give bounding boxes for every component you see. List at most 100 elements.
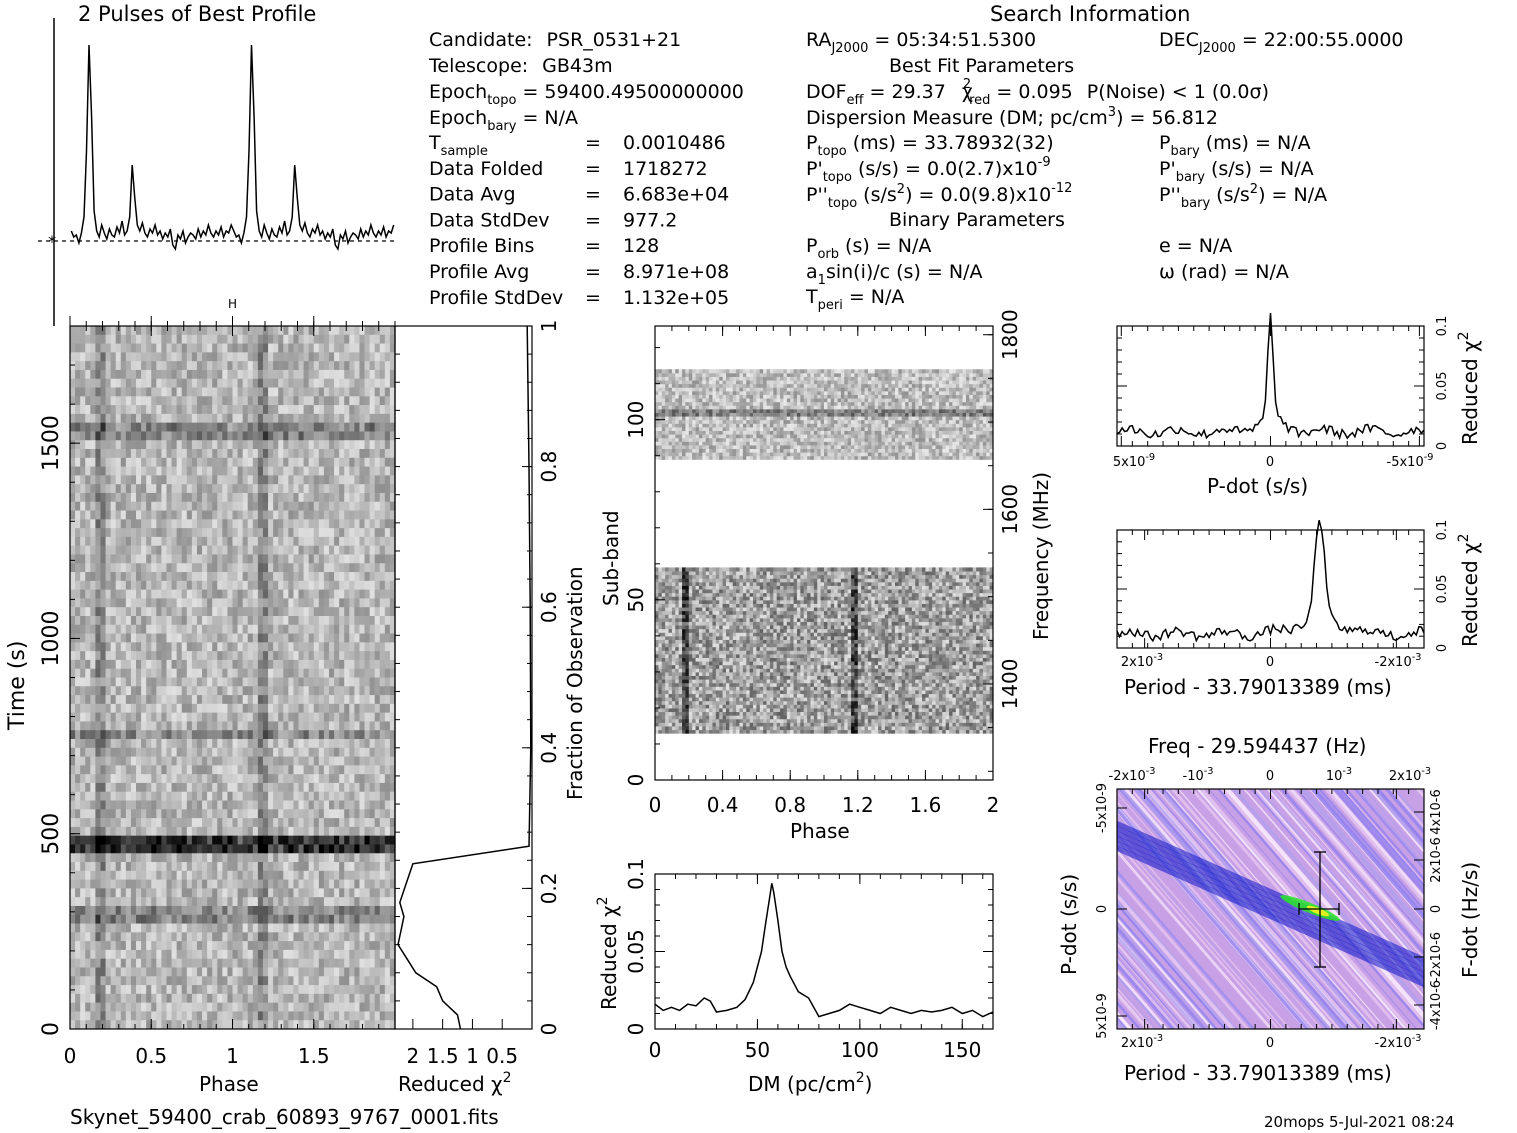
heatmap-cell <box>202 369 208 380</box>
heatmap-cell <box>283 695 289 705</box>
heatmap-cell <box>80 677 86 687</box>
heatmap-cell <box>323 343 330 353</box>
heatmap-cell <box>196 492 203 503</box>
heatmap-cell <box>70 580 76 591</box>
heatmap-cell <box>354 659 360 670</box>
heatmap-cell <box>318 985 325 995</box>
heatmap-cell <box>298 378 305 389</box>
heatmap-cell <box>202 563 208 573</box>
heatmap-cell <box>196 765 203 775</box>
heatmap-cell <box>110 677 117 687</box>
heatmap-cell <box>171 422 178 432</box>
heatmap-cell <box>156 361 162 371</box>
heatmap-cell <box>95 326 101 336</box>
heatmap-cell <box>90 492 96 503</box>
heatmap-cell <box>268 624 274 635</box>
heatmap-cell <box>80 545 86 555</box>
heatmap-cell <box>293 993 300 1004</box>
heatmap-cell <box>379 967 386 977</box>
heatmap-cell <box>146 405 152 415</box>
heatmap-cell <box>186 818 193 828</box>
heatmap-cell <box>156 897 162 907</box>
heatmap-cell <box>70 536 76 547</box>
heatmap-cell <box>354 686 360 696</box>
heatmap-cell <box>298 528 305 538</box>
heatmap-cell <box>237 818 244 828</box>
heatmap-cell <box>95 343 101 353</box>
heatmap-cell <box>349 905 355 916</box>
heatmap-cell <box>247 677 254 687</box>
heatmap-cell <box>323 501 330 512</box>
heatmap-cell <box>374 378 381 389</box>
heatmap-cell <box>364 993 371 1004</box>
heatmap-cell <box>252 967 259 977</box>
heatmap-cell <box>323 949 330 960</box>
heatmap-cell <box>303 352 310 362</box>
heatmap-cell <box>136 440 142 450</box>
heatmap-cell <box>156 659 162 670</box>
heatmap-cell <box>151 607 157 617</box>
heatmap-cell <box>181 607 188 617</box>
heatmap-cell <box>359 659 366 670</box>
heatmap-cell <box>212 352 218 362</box>
heatmap-cell <box>344 862 350 872</box>
heatmap-cell <box>268 492 274 503</box>
heatmap-cell <box>196 642 203 652</box>
heatmap-cell <box>171 1002 178 1012</box>
heatmap-cell <box>374 958 381 968</box>
heatmap-cell <box>186 826 193 837</box>
heatmap-cell <box>359 800 366 810</box>
heatmap-cell <box>359 949 366 960</box>
heatmap-cell <box>75 536 81 547</box>
heatmap-cell <box>237 897 244 907</box>
heatmap-cell <box>288 853 294 863</box>
heatmap-cell <box>303 422 310 432</box>
heatmap-cell <box>349 580 355 591</box>
heatmap-cell <box>95 405 101 415</box>
heatmap-cell <box>176 449 183 459</box>
heatmap-cell <box>308 422 315 432</box>
heatmap-cell <box>252 405 259 415</box>
heatmap-cell <box>176 554 183 564</box>
heatmap-cell <box>237 466 244 476</box>
heatmap-cell <box>125 958 132 968</box>
heatmap-cell <box>95 1002 101 1012</box>
heatmap-cell <box>349 739 355 749</box>
heatmap-cell <box>288 334 294 345</box>
heatmap-cell <box>242 721 249 731</box>
heatmap-cell <box>85 642 91 652</box>
heatmap-cell <box>283 475 289 485</box>
heatmap-cell <box>156 765 162 775</box>
heatmap-cell <box>95 387 101 397</box>
heatmap-cell <box>115 668 122 678</box>
heatmap-cell <box>196 457 203 468</box>
heatmap-cell <box>288 405 294 415</box>
heatmap-cell <box>313 659 320 670</box>
heatmap-cell <box>308 923 315 933</box>
heatmap-cell <box>105 800 112 810</box>
heatmap-cell <box>339 545 345 555</box>
heatmap-cell <box>70 405 76 415</box>
heatmap-cell <box>171 405 178 415</box>
heatmap-cell <box>212 703 218 714</box>
heatmap-cell <box>389 686 396 696</box>
heatmap-cell <box>354 396 360 406</box>
heatmap-cell <box>100 703 107 714</box>
heatmap-cell <box>303 756 310 766</box>
heatmap-cell <box>202 528 208 538</box>
heatmap-cell <box>288 791 294 802</box>
heatmap-cell <box>196 589 203 599</box>
heatmap-cell <box>369 888 376 898</box>
heatmap-cell <box>349 668 355 678</box>
heatmap-cell <box>308 677 315 687</box>
heatmap-cell <box>379 905 386 916</box>
heatmap-cell <box>212 756 218 766</box>
heatmap-cell <box>349 572 355 582</box>
heatmap-cell <box>115 949 122 960</box>
heatmap-cell <box>191 440 198 450</box>
heatmap-cell <box>252 765 259 775</box>
heatmap-cell <box>349 484 355 494</box>
heatmap-cell <box>146 352 152 362</box>
heatmap-cell <box>334 853 340 863</box>
